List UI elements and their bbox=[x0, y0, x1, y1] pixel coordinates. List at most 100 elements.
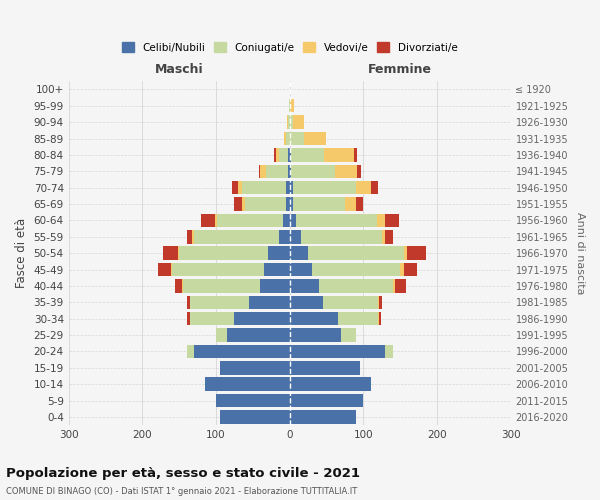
Bar bbox=[290, 344, 385, 358]
Bar bbox=[278, 230, 290, 243]
Bar bbox=[385, 230, 393, 243]
Bar bbox=[288, 116, 290, 129]
Bar bbox=[249, 296, 290, 309]
Bar bbox=[323, 296, 378, 309]
Bar bbox=[324, 148, 354, 162]
Bar bbox=[354, 148, 358, 162]
Bar bbox=[341, 328, 356, 342]
Bar bbox=[193, 230, 194, 243]
Bar bbox=[172, 263, 264, 276]
Bar bbox=[377, 214, 385, 227]
Bar bbox=[266, 164, 288, 178]
Bar bbox=[290, 361, 359, 374]
Bar bbox=[379, 312, 381, 326]
Bar bbox=[290, 148, 291, 162]
Bar bbox=[182, 279, 183, 292]
Bar bbox=[296, 214, 377, 227]
Bar bbox=[312, 263, 400, 276]
Bar bbox=[245, 198, 286, 210]
Bar bbox=[382, 230, 385, 243]
Bar bbox=[259, 164, 260, 178]
Bar bbox=[268, 246, 290, 260]
Bar bbox=[290, 116, 293, 129]
Bar bbox=[264, 263, 290, 276]
Bar bbox=[217, 214, 283, 227]
Bar bbox=[290, 410, 356, 424]
Bar bbox=[378, 312, 379, 326]
Bar bbox=[290, 164, 291, 178]
Bar bbox=[178, 246, 179, 260]
Bar bbox=[290, 99, 294, 112]
Bar bbox=[379, 296, 382, 309]
Bar bbox=[200, 214, 215, 227]
Bar bbox=[338, 312, 378, 326]
Bar bbox=[290, 296, 323, 309]
Bar bbox=[286, 198, 290, 210]
Bar bbox=[290, 263, 312, 276]
Bar bbox=[194, 344, 290, 358]
Y-axis label: Fasce di età: Fasce di età bbox=[15, 218, 28, 288]
Text: Maschi: Maschi bbox=[155, 64, 203, 76]
Bar bbox=[158, 263, 171, 276]
Bar bbox=[260, 164, 266, 178]
Bar bbox=[179, 246, 268, 260]
Bar bbox=[290, 378, 371, 391]
Bar bbox=[232, 181, 238, 194]
Bar bbox=[371, 181, 378, 194]
Bar bbox=[290, 181, 293, 194]
Bar bbox=[235, 198, 242, 210]
Bar bbox=[290, 328, 341, 342]
Bar bbox=[290, 230, 301, 243]
Bar bbox=[175, 279, 182, 292]
Bar bbox=[280, 148, 288, 162]
Bar bbox=[242, 181, 286, 194]
Bar bbox=[385, 344, 393, 358]
Bar bbox=[290, 394, 363, 407]
Bar bbox=[190, 296, 249, 309]
Bar bbox=[215, 214, 217, 227]
Bar bbox=[395, 279, 406, 292]
Bar bbox=[304, 132, 326, 145]
Bar bbox=[183, 279, 260, 292]
Bar bbox=[284, 132, 286, 145]
Bar bbox=[187, 296, 190, 309]
Bar bbox=[216, 394, 290, 407]
Bar bbox=[319, 279, 393, 292]
Bar bbox=[393, 279, 395, 292]
Legend: Celibi/Nubili, Coniugati/e, Vedovi/e, Divorziati/e: Celibi/Nubili, Coniugati/e, Vedovi/e, Di… bbox=[118, 38, 461, 57]
Bar bbox=[378, 296, 379, 309]
Bar bbox=[290, 198, 293, 210]
Text: Popolazione per età, sesso e stato civile - 2021: Popolazione per età, sesso e stato civil… bbox=[6, 468, 360, 480]
Bar bbox=[205, 378, 290, 391]
Bar bbox=[293, 181, 356, 194]
Bar bbox=[356, 198, 363, 210]
Bar bbox=[238, 181, 242, 194]
Bar bbox=[220, 410, 290, 424]
Bar bbox=[345, 198, 356, 210]
Bar bbox=[274, 148, 275, 162]
Y-axis label: Anni di nascita: Anni di nascita bbox=[575, 212, 585, 294]
Bar bbox=[308, 246, 404, 260]
Bar bbox=[290, 246, 308, 260]
Bar bbox=[404, 263, 417, 276]
Bar bbox=[194, 230, 278, 243]
Bar bbox=[187, 230, 193, 243]
Bar bbox=[187, 312, 190, 326]
Bar bbox=[242, 198, 245, 210]
Bar bbox=[290, 279, 319, 292]
Bar bbox=[293, 116, 304, 129]
Bar bbox=[220, 361, 290, 374]
Bar bbox=[291, 164, 335, 178]
Text: COMUNE DI BINAGO (CO) - Dati ISTAT 1° gennaio 2021 - Elaborazione TUTTITALIA.IT: COMUNE DI BINAGO (CO) - Dati ISTAT 1° ge… bbox=[6, 488, 357, 496]
Bar bbox=[227, 328, 290, 342]
Bar bbox=[301, 230, 382, 243]
Bar bbox=[356, 181, 371, 194]
Bar bbox=[275, 148, 280, 162]
Bar bbox=[283, 214, 290, 227]
Bar bbox=[235, 312, 290, 326]
Bar bbox=[260, 279, 290, 292]
Bar bbox=[358, 164, 361, 178]
Bar bbox=[171, 263, 172, 276]
Bar bbox=[290, 214, 296, 227]
Bar bbox=[286, 132, 290, 145]
